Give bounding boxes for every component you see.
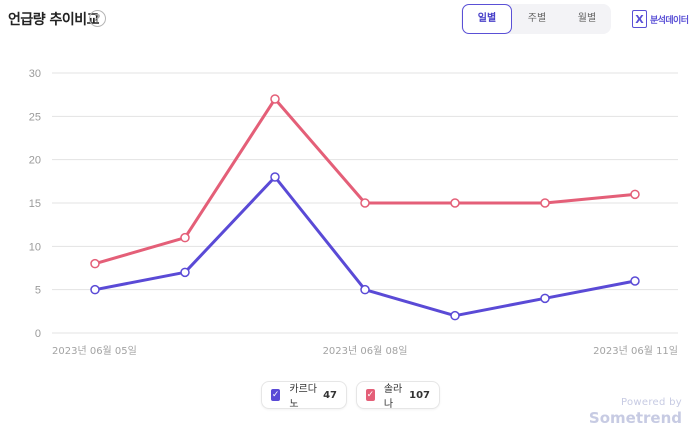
series-0 — [90, 172, 640, 321]
chart-series — [90, 94, 640, 321]
checkbox-icon: ✓ — [366, 389, 375, 401]
powered-by-text: Powered by — [621, 397, 682, 408]
legend-item-solana[interactable]: ✓ 솔라나 107 — [356, 381, 440, 410]
series-1 — [90, 94, 640, 269]
data-point — [360, 198, 370, 208]
y-axis-ticks: 0 5 10 15 20 25 30 — [29, 68, 41, 340]
data-point — [90, 284, 100, 295]
y-tick-label: 0 — [35, 328, 41, 340]
data-point — [180, 232, 190, 243]
legend-label: 카르다노 — [289, 384, 317, 410]
chart-grid — [52, 72, 678, 334]
period-tabs: 일별 주별 월별 — [461, 4, 611, 34]
legend-item-cardano[interactable]: ✓ 카르다노 47 — [261, 381, 347, 410]
data-point — [540, 293, 550, 304]
data-point — [360, 284, 370, 295]
y-tick-label: 10 — [29, 241, 41, 253]
y-tick-label: 20 — [29, 155, 41, 167]
brand-logo-text: Sometrend — [588, 409, 682, 427]
legend-count: 107 — [409, 389, 430, 401]
export-data-button[interactable]: X 분석데이터 — [632, 8, 689, 30]
data-point — [450, 310, 460, 321]
x-tick-label: 2023년 06월 11일 — [593, 345, 678, 357]
data-point — [450, 198, 460, 208]
y-tick-label: 25 — [29, 111, 41, 123]
legend-label: 솔라나 — [383, 384, 403, 410]
x-axis-ticks: 2023년 06월 05일 2023년 06월 08일 2023년 06월 11일 — [52, 345, 678, 357]
legend-count: 47 — [323, 389, 337, 401]
page-title: 언급량 추이비교 — [8, 12, 100, 28]
y-tick-label: 30 — [29, 68, 41, 80]
data-point — [630, 276, 640, 286]
help-icon[interactable]: ? — [89, 10, 106, 27]
tab-monthly[interactable]: 월별 — [577, 13, 597, 24]
y-tick-label: 5 — [35, 285, 41, 297]
excel-icon: X — [632, 10, 647, 28]
tab-daily[interactable]: 일별 — [462, 4, 512, 34]
x-tick-label: 2023년 06월 08일 — [323, 345, 408, 357]
x-tick-label: 2023년 06월 05일 — [52, 345, 137, 357]
export-label: 분석데이터 — [650, 15, 689, 26]
tab-weekly[interactable]: 주별 — [527, 13, 547, 24]
powered-by: Powered by Sometrend — [589, 397, 682, 427]
checkbox-icon: ✓ — [271, 389, 281, 401]
data-point — [540, 198, 550, 208]
data-point — [270, 172, 280, 182]
data-point — [270, 94, 280, 104]
y-tick-label: 15 — [29, 198, 41, 210]
data-point — [180, 267, 190, 278]
data-point — [90, 258, 100, 269]
data-point — [630, 189, 640, 200]
series-line — [93, 97, 637, 266]
